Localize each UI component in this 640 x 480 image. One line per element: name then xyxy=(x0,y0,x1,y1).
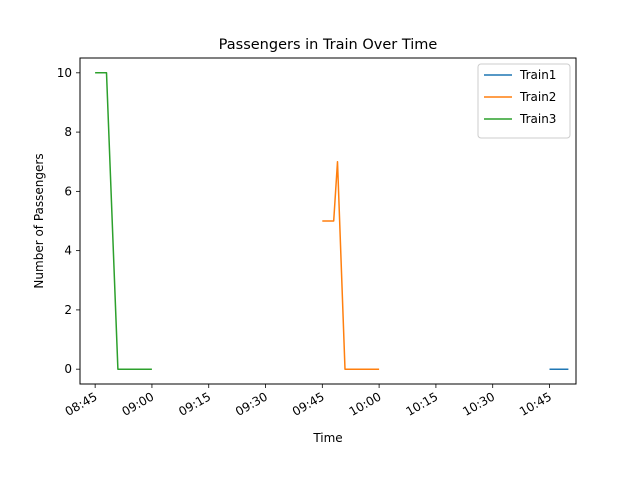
y-tick-label: 6 xyxy=(64,184,72,198)
series-line-train3 xyxy=(95,72,152,370)
plot-frame xyxy=(79,57,577,385)
legend-label-train3: Train3 xyxy=(519,112,556,126)
legend: Train1 Train2 Train3 xyxy=(477,63,571,139)
y-axis-label: Number of Passengers xyxy=(32,153,46,288)
y-tick-label: 4 xyxy=(64,244,72,258)
y-tick-label: 0 xyxy=(64,362,72,376)
y-tick-label: 8 xyxy=(64,125,72,139)
y-tick-label: 10 xyxy=(57,66,72,80)
x-axis-label: Time xyxy=(312,431,342,445)
legend-label-train2: Train2 xyxy=(519,90,556,104)
plot-lines xyxy=(95,72,569,370)
y-tick-label: 2 xyxy=(64,303,72,317)
y-axis: 0 2 4 6 8 10 xyxy=(57,66,80,376)
chart-title: Passengers in Train Over Time xyxy=(219,37,438,53)
legend-label-train1: Train1 xyxy=(519,68,556,82)
series-line-train2 xyxy=(322,160,380,370)
